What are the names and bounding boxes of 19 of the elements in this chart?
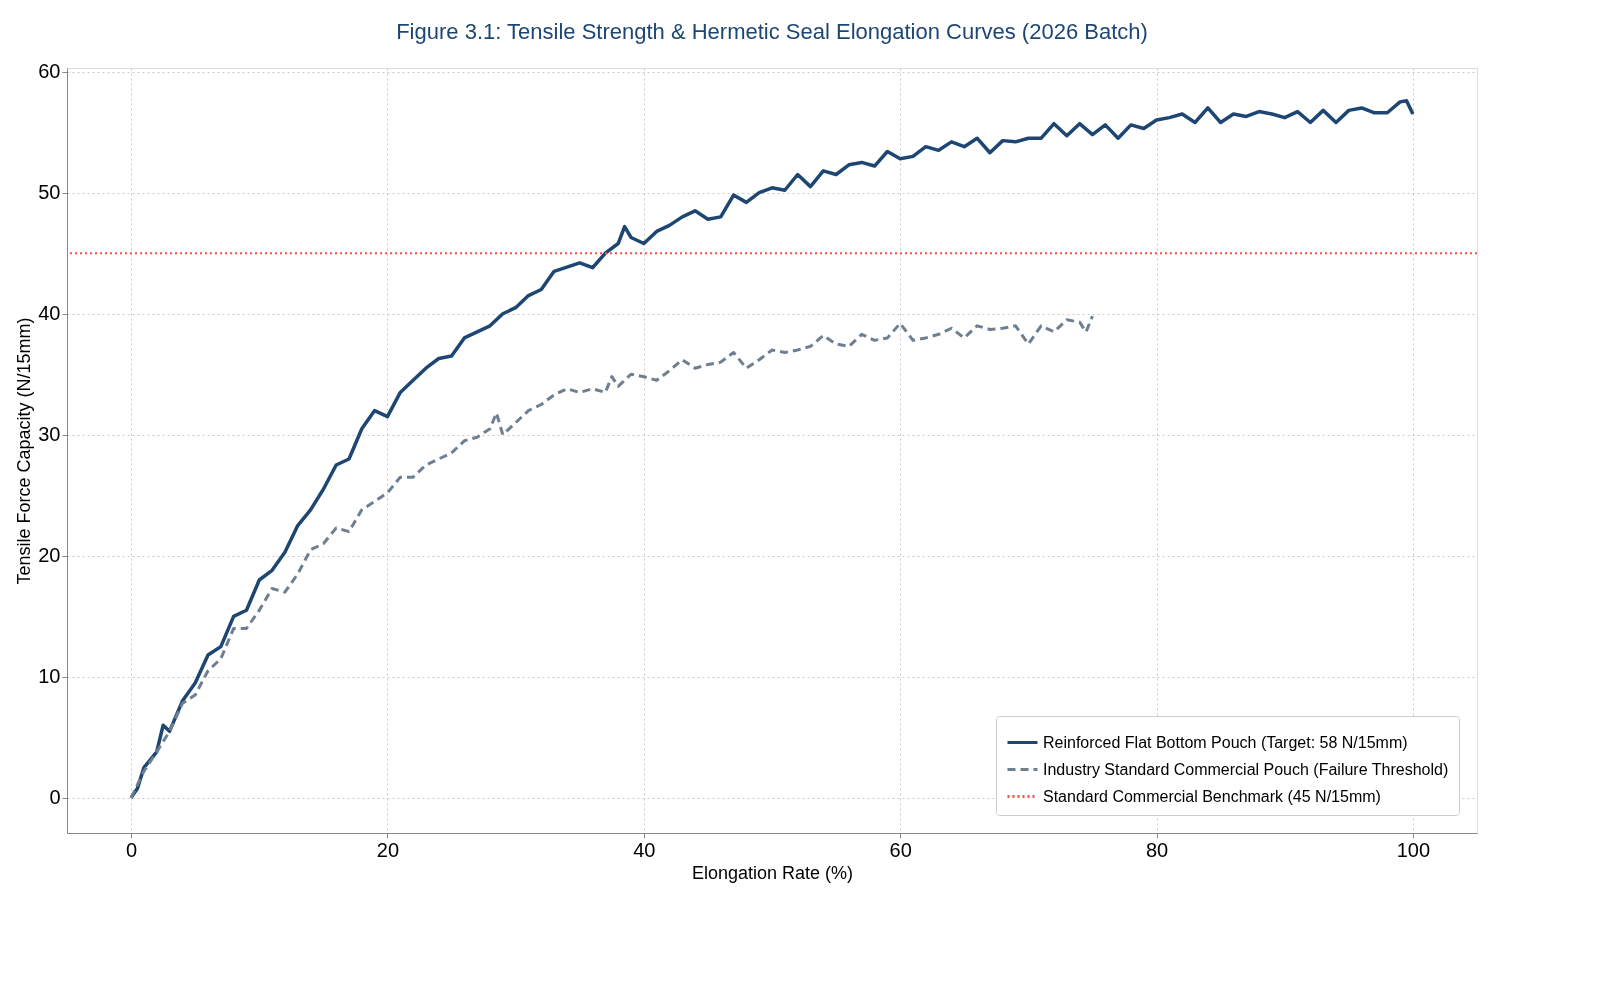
x-tick-label: 20 — [376, 838, 400, 861]
y-tick-label: 30 — [38, 423, 61, 446]
y-tick-label: 50 — [38, 181, 61, 204]
x-tick-label: 100 — [1396, 838, 1431, 861]
y-tick-label: 0 — [49, 786, 61, 809]
legend-label: Reinforced Flat Bottom Pouch (Target: 58 N/15mm) — [1043, 733, 1408, 751]
x-tick-label: 60 — [889, 838, 912, 861]
x-tick-label: 40 — [633, 838, 656, 861]
y-tick-label: 40 — [38, 302, 61, 325]
y-tick-label: 20 — [38, 544, 61, 567]
legend-label: Industry Standard Commercial Pouch (Failure Threshold) — [1043, 760, 1449, 778]
x-axis-title: Elongation Rate (%) — [691, 862, 854, 883]
y-tick-label: 10 — [38, 665, 61, 688]
legend-label: Standard Commercial Benchmark (45 N/15mm) — [1043, 787, 1381, 805]
x-tick-label: 80 — [1145, 838, 1169, 861]
y-tick-label: 60 — [38, 60, 61, 83]
chart-title: Figure 3.1: Tensile Strength & Hermetic Seal Elongation Curves (2026 Batch) — [396, 18, 1148, 44]
y-axis-title: Tensile Force Capacity (N/15mm) — [14, 317, 35, 585]
x-tick-label: 0 — [126, 838, 138, 861]
